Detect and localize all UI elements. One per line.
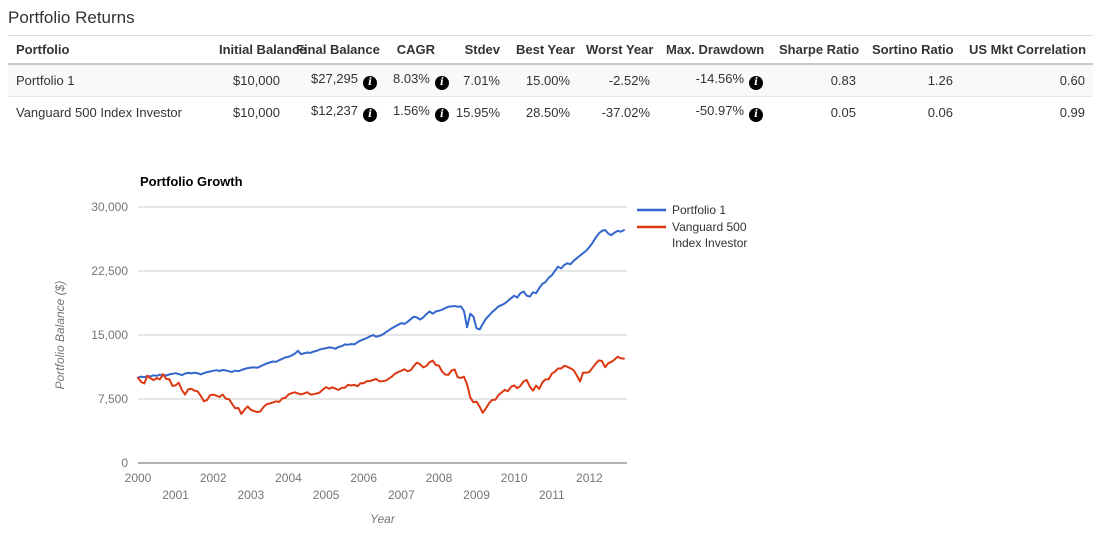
cell-value: -50.97%	[695, 103, 744, 118]
portfolio-name: Vanguard 500 Index Investor	[16, 105, 182, 120]
info-icon[interactable]: i	[434, 76, 449, 90]
legend-label-vanguard-500-index-investor: Vanguard 500	[672, 220, 747, 234]
legend-label-vanguard-500-index-investor: Index Investor	[672, 236, 747, 250]
y-tick-label: 15,000	[91, 328, 128, 342]
x-tick-label: 2000	[125, 471, 152, 485]
cell-cagr: 1.56% i	[385, 96, 449, 128]
cell-value: 15.95%	[455, 105, 500, 120]
cell-value: 15.00%	[525, 73, 570, 88]
legend-label-portfolio-1: Portfolio 1	[672, 203, 726, 217]
cell-value: 8.03%	[393, 71, 430, 86]
column-header-best-year: Best Year	[508, 35, 578, 65]
cell-value: 0.83	[830, 73, 856, 88]
cell-us-mkt-correlation: 0.60	[961, 64, 1093, 97]
portfolio-returns-page: Portfolio Returns Portfolio Initial Balan…	[0, 0, 1101, 136]
cell-value: -14.56%	[695, 71, 744, 86]
column-header-cagr: CAGR	[385, 35, 443, 65]
cell-sortino-ratio: 1.26	[864, 64, 961, 97]
x-tick-label: 2006	[350, 471, 377, 485]
y-axis-label: Portfolio Balance ($)	[53, 281, 67, 390]
column-header-portfolio: Portfolio	[8, 35, 211, 65]
y-tick-label: 30,000	[91, 200, 128, 214]
cell-value: 1.56%	[393, 103, 430, 118]
cell-initial-balance: $10,000	[211, 96, 288, 128]
info-icon[interactable]: i	[363, 76, 377, 90]
x-tick-label: 2007	[388, 488, 415, 502]
x-tick-label: 2011	[539, 488, 565, 502]
portfolio-returns-table: Portfolio Initial Balance Final Balance CAG…	[8, 35, 1093, 128]
cell-cagr: 8.03% i	[385, 64, 449, 97]
x-tick-label: 2001	[162, 488, 189, 502]
cell-us-mkt-correlation: 0.99	[961, 96, 1093, 128]
info-icon[interactable]: i	[434, 108, 449, 122]
x-tick-label: 2012	[576, 471, 603, 485]
x-tick-label: 2002	[200, 471, 227, 485]
y-tick-label: 22,500	[91, 264, 128, 278]
cell-value: 0.99	[1059, 105, 1085, 120]
cell-max-drawdown: -50.97% i	[658, 96, 771, 128]
column-header-sortino-ratio: Sortino Ratio	[864, 35, 961, 65]
table-row: Vanguard 500 Index Investor $10,000 $12,23…	[8, 96, 1093, 128]
cell-stdev: 7.01%	[443, 64, 508, 97]
info-icon[interactable]: i	[363, 108, 377, 122]
cell-value: 0.06	[927, 105, 953, 120]
info-icon[interactable]: i	[749, 108, 763, 122]
cell-initial-balance: $10,000	[211, 64, 288, 97]
cell-stdev: 15.95%	[443, 96, 508, 128]
cell-worst-year: -37.02%	[578, 96, 658, 128]
cell-value: $12,237	[311, 103, 358, 118]
column-header-stdev: Stdev	[443, 35, 508, 65]
cell-value: $27,295	[311, 71, 358, 86]
cell-value: 7.01%	[463, 73, 500, 88]
x-axis-label: Year	[370, 512, 396, 526]
y-tick-label: 0	[121, 456, 128, 470]
cell-portfolio: Vanguard 500 Index Investor	[8, 96, 211, 128]
cell-portfolio: Portfolio 1	[8, 64, 211, 97]
cell-sharpe-ratio: 0.83	[771, 64, 864, 97]
cell-final-balance: $27,295 i	[288, 64, 385, 97]
column-header-initial-balance: Initial Balance	[211, 35, 306, 65]
table-header-row: Portfolio Initial Balance Final Balance CAG…	[8, 35, 1093, 65]
cell-max-drawdown: -14.56% i	[658, 64, 771, 97]
cell-value: -2.52%	[608, 73, 650, 88]
portfolio-growth-chart: 0 7,500 15,000 22,500 30,000 2000 2001 2002 2003…	[0, 165, 780, 537]
cell-value: 28.50%	[525, 105, 570, 120]
cell-final-balance: $12,237 i	[288, 96, 385, 128]
cell-worst-year: -2.52%	[578, 64, 658, 97]
cell-value: $10,000	[233, 105, 280, 120]
y-tick-label: 7,500	[98, 392, 128, 406]
cell-sharpe-ratio: 0.05	[771, 96, 864, 128]
column-header-final-balance: Final Balance	[288, 35, 385, 65]
cell-value: -37.02%	[601, 105, 650, 120]
cell-value: 0.05	[830, 105, 856, 120]
chart-svg: 0 7,500 15,000 22,500 30,000 2000 2001 2002 2003…	[53, 174, 747, 526]
column-header-worst-year: Worst Year	[578, 35, 658, 65]
x-tick-label: 2005	[313, 488, 340, 502]
cell-value: 0.60	[1059, 73, 1085, 88]
table-row: Portfolio 1 $10,000 $27,295 i 8.03% i 7.01% 15.…	[8, 64, 1093, 97]
info-icon[interactable]: i	[749, 76, 763, 90]
column-header-us-mkt-correlation: US Mkt Correlation	[961, 35, 1093, 65]
x-tick-label: 2008	[426, 471, 453, 485]
x-tick-label: 2009	[463, 488, 490, 502]
x-tick-label: 2010	[501, 471, 528, 485]
cell-value: $10,000	[233, 73, 280, 88]
cell-sortino-ratio: 0.06	[864, 96, 961, 128]
series-line-portfolio-1	[137, 229, 625, 379]
series-line-vanguard-500-index-investor	[137, 355, 625, 415]
column-header-sharpe-ratio: Sharpe Ratio	[771, 35, 864, 65]
column-header-max-drawdown: Max. Drawdown	[658, 35, 771, 65]
cell-value: 1.26	[927, 73, 953, 88]
chart-title: Portfolio Growth	[140, 174, 243, 189]
cell-best-year: 28.50%	[508, 96, 578, 128]
x-tick-label: 2003	[237, 488, 264, 502]
x-tick-label: 2004	[275, 471, 302, 485]
cell-best-year: 15.00%	[508, 64, 578, 97]
portfolio-name: Portfolio 1	[16, 73, 75, 88]
page-title: Portfolio Returns	[8, 8, 135, 27]
